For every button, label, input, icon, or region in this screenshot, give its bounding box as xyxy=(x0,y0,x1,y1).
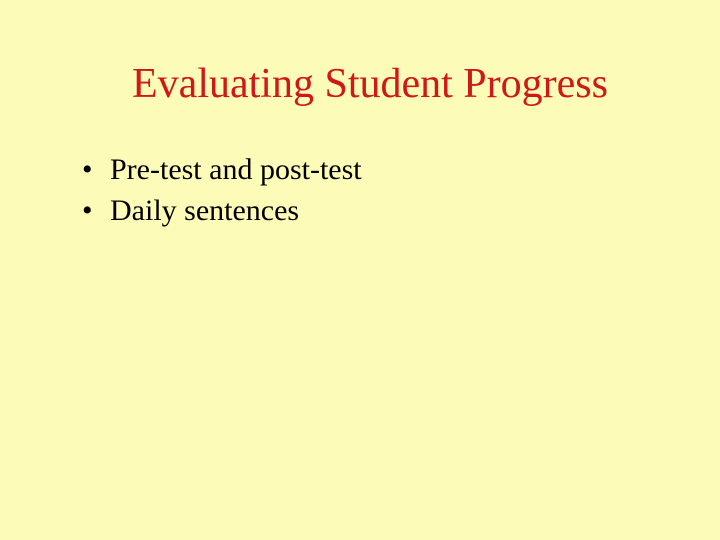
bullet-list: Pre-test and post-test Daily sentences xyxy=(60,150,660,231)
bullet-item: Daily sentences xyxy=(80,191,660,232)
bullet-item: Pre-test and post-test xyxy=(80,150,660,191)
slide-title: Evaluating Student Progress xyxy=(80,60,660,108)
slide-container: Evaluating Student Progress Pre-test and… xyxy=(0,0,720,540)
